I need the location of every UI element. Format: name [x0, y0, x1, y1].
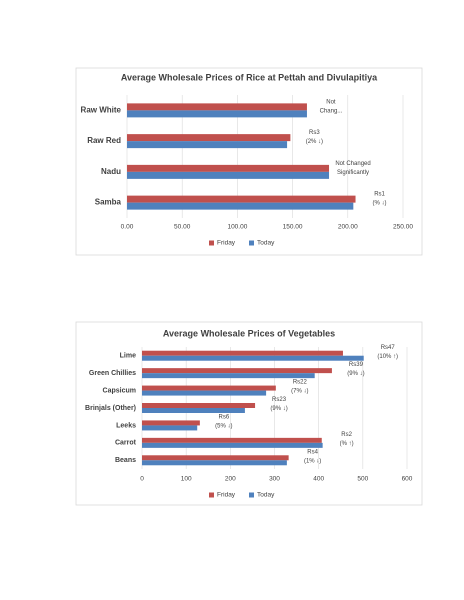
bar: [127, 164, 330, 172]
bar: [142, 390, 267, 396]
bar: [127, 141, 288, 149]
bar: [142, 350, 343, 356]
bar: [142, 420, 200, 426]
annotation: (2% ↓): [306, 139, 323, 145]
x-tick-label: 150.00: [283, 224, 303, 231]
chart-title: Average Wholesale Prices of Rice at Pett…: [121, 72, 378, 82]
category-label: Brinjals (Other): [85, 405, 136, 412]
annotation: Significantly: [337, 170, 369, 176]
chart-title: Average Wholesale Prices of Vegetables: [163, 328, 335, 338]
annotation: Rs23: [272, 397, 287, 403]
annotation: (1% ↓): [304, 458, 321, 464]
bar: [142, 437, 322, 443]
x-tick-label: 0.00: [121, 224, 134, 231]
legend-label: Friday: [217, 240, 236, 247]
x-tick-label: 250.00: [393, 224, 413, 231]
legend-swatch: [209, 492, 214, 498]
x-tick-label: 200: [225, 476, 236, 483]
bar: [142, 373, 315, 379]
chart-frame: [75, 321, 423, 506]
bar: [127, 171, 330, 179]
legend-label: Today: [257, 240, 275, 247]
annotation: (% ↓): [373, 201, 387, 207]
bar: [127, 103, 307, 111]
annotation: (% ↑): [340, 441, 354, 447]
x-tick-label: 300: [269, 476, 280, 483]
bar: [142, 455, 289, 461]
x-tick-label: 0: [140, 476, 144, 483]
bar: [127, 202, 354, 210]
annotation: Rs22: [293, 380, 308, 386]
bar: [142, 442, 323, 448]
bar: [127, 195, 356, 203]
x-tick-label: 600: [402, 476, 413, 483]
bar: [142, 385, 276, 391]
x-tick-label: 400: [313, 476, 324, 483]
category-label: Carrot: [115, 440, 137, 447]
category-label: Samba: [95, 198, 122, 207]
annotation: Rs39: [349, 362, 364, 368]
category-label: Green Chillies: [89, 370, 136, 377]
category-label: Nadu: [101, 167, 121, 176]
bar: [142, 460, 287, 466]
annotation: Rs2: [341, 432, 352, 438]
x-tick-label: 500: [357, 476, 368, 483]
annotation: (9% ↓): [270, 406, 287, 412]
x-tick-label: 50.00: [174, 224, 191, 231]
bar: [142, 368, 332, 374]
bar: [142, 403, 256, 408]
annotation: Not: [326, 99, 336, 105]
category-label: Beans: [115, 457, 136, 464]
category-label: Leeks: [116, 422, 136, 429]
annotation: (5% ↓): [215, 424, 232, 430]
legend-swatch: [249, 492, 254, 498]
bar: [127, 134, 291, 142]
x-tick-label: 100: [181, 476, 192, 483]
legend-label: Today: [257, 492, 275, 499]
annotation: Rs47: [381, 345, 396, 351]
bar: [142, 408, 245, 413]
chart-frame: [75, 67, 423, 256]
bar: [127, 110, 307, 118]
legend-swatch: [249, 240, 254, 246]
x-tick-label: 200.00: [338, 224, 358, 231]
annotation: Chang...: [320, 108, 343, 114]
annotation: Rs1: [374, 192, 385, 198]
bar: [142, 355, 364, 361]
annotation: (7% ↓): [291, 389, 308, 395]
category-label: Capsicum: [103, 387, 136, 394]
category-label: Raw Red: [87, 136, 121, 145]
category-label: Raw White: [81, 105, 122, 114]
annotation: Not Changed: [335, 161, 370, 167]
legend-swatch: [209, 240, 214, 246]
legend-label: Friday: [217, 492, 236, 499]
bar: [142, 425, 198, 431]
x-tick-label: 100.00: [227, 224, 247, 231]
annotation: Rs4: [307, 449, 318, 455]
annotation: (9% ↓): [347, 371, 364, 377]
annotation: (10% ↑): [377, 354, 398, 360]
annotation: Rs3: [309, 130, 320, 136]
category-label: Lime: [120, 353, 136, 360]
annotation: Rs6: [219, 415, 230, 421]
